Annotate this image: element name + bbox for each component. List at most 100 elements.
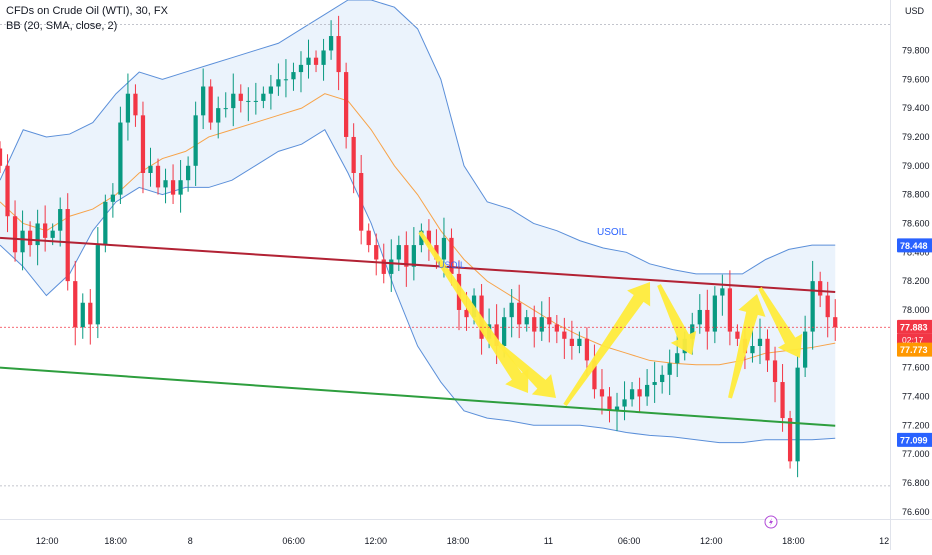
candle[interactable] (125, 93, 131, 123)
candle[interactable] (298, 64, 304, 73)
candle[interactable] (336, 36, 341, 73)
candle[interactable] (502, 317, 507, 346)
candle[interactable] (396, 245, 401, 260)
candle[interactable] (261, 93, 266, 101)
candle[interactable] (705, 309, 710, 332)
candle[interactable] (193, 115, 198, 166)
candle[interactable] (584, 338, 590, 361)
candle[interactable] (65, 209, 70, 282)
candle[interactable] (223, 108, 228, 110)
candle[interactable] (5, 165, 10, 217)
candle[interactable] (268, 86, 274, 94)
candle[interactable] (163, 180, 168, 188)
candle[interactable] (328, 36, 334, 51)
candle[interactable] (517, 302, 522, 325)
candle[interactable] (667, 363, 672, 375)
candle[interactable] (306, 57, 311, 65)
candle[interactable] (697, 309, 702, 325)
candle[interactable] (607, 396, 612, 411)
candle[interactable] (727, 288, 733, 332)
candle[interactable] (321, 50, 326, 65)
candle[interactable] (88, 302, 93, 325)
candle[interactable] (155, 165, 161, 188)
candle[interactable] (712, 295, 717, 332)
candle[interactable] (133, 93, 138, 116)
candle[interactable] (283, 79, 289, 81)
candle[interactable] (539, 317, 544, 332)
candle[interactable] (35, 223, 40, 246)
candle[interactable] (58, 209, 63, 231)
candle[interactable] (148, 165, 153, 173)
candle[interactable] (291, 72, 296, 80)
candle[interactable] (690, 324, 695, 339)
resistance-trendline[interactable] (0, 236, 836, 293)
candle[interactable] (803, 331, 808, 368)
candle[interactable] (80, 302, 85, 328)
candle[interactable] (833, 317, 838, 328)
candle[interactable] (735, 331, 740, 339)
candle[interactable] (110, 194, 115, 202)
candle[interactable] (381, 259, 386, 274)
candle[interactable] (27, 230, 33, 246)
candle[interactable] (509, 302, 514, 318)
candle[interactable] (547, 317, 552, 325)
candle[interactable] (577, 338, 582, 346)
candle[interactable] (359, 173, 364, 231)
candle[interactable] (43, 223, 48, 238)
candle[interactable] (795, 367, 800, 462)
candle[interactable] (599, 389, 605, 397)
candle[interactable] (772, 360, 778, 383)
candle[interactable] (720, 288, 725, 296)
candle[interactable] (757, 338, 763, 346)
candle[interactable] (750, 346, 755, 354)
candle[interactable] (246, 100, 251, 102)
candle[interactable] (366, 230, 371, 246)
candle[interactable] (351, 136, 356, 173)
candle[interactable] (818, 281, 823, 296)
candle[interactable] (660, 374, 665, 383)
candle[interactable] (103, 201, 108, 246)
candle[interactable] (389, 259, 394, 274)
candle[interactable] (20, 230, 25, 253)
candle[interactable] (675, 353, 680, 364)
candle[interactable] (810, 281, 815, 332)
candle[interactable] (216, 108, 221, 123)
candle[interactable] (614, 406, 620, 411)
candle[interactable] (185, 165, 191, 181)
candle[interactable] (787, 418, 793, 462)
candle[interactable] (644, 384, 650, 397)
candle[interactable] (629, 389, 635, 400)
candle[interactable] (95, 245, 100, 325)
candle[interactable] (178, 180, 183, 195)
candle[interactable] (118, 122, 123, 195)
candle[interactable] (637, 389, 642, 397)
candle[interactable] (411, 245, 416, 267)
candle[interactable] (494, 324, 499, 346)
candle[interactable] (12, 216, 18, 253)
candle[interactable] (825, 295, 830, 318)
support-trendline[interactable] (0, 366, 836, 427)
candle[interactable] (238, 93, 243, 101)
candle[interactable] (441, 237, 447, 260)
candle[interactable] (50, 230, 55, 238)
candle[interactable] (532, 317, 537, 332)
candle[interactable] (652, 382, 657, 385)
candle[interactable] (201, 86, 206, 116)
candle[interactable] (276, 79, 281, 87)
candle[interactable] (569, 338, 574, 346)
candle[interactable] (374, 245, 379, 260)
candle[interactable] (449, 237, 454, 274)
candle[interactable] (344, 72, 349, 137)
candle[interactable] (622, 399, 627, 407)
candle[interactable] (426, 230, 432, 246)
candle[interactable] (524, 317, 529, 325)
candle[interactable] (780, 382, 785, 419)
candle[interactable] (231, 93, 236, 109)
candle[interactable] (765, 338, 770, 361)
candle[interactable] (253, 100, 258, 102)
candle[interactable] (208, 86, 213, 123)
candle[interactable] (140, 115, 146, 173)
candle[interactable] (313, 57, 319, 65)
